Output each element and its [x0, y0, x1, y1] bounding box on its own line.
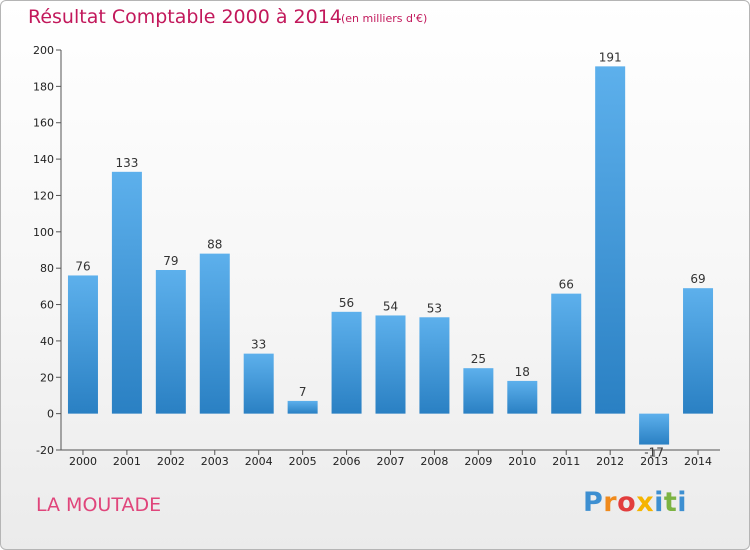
data-label: 7 [299, 385, 307, 399]
data-label: 33 [251, 338, 266, 352]
data-label: 53 [427, 301, 442, 315]
logo-letter: t [663, 487, 678, 518]
x-tick-label: 2013 [640, 455, 668, 468]
y-tick-label: 120 [33, 189, 54, 202]
x-tick-label: 2006 [333, 455, 361, 468]
y-tick-label: 100 [33, 226, 54, 239]
x-tick-label: 2011 [552, 455, 580, 468]
chart-title: Résultat Comptable 2000 à 2014 [28, 6, 342, 28]
logo-letter: o [617, 487, 637, 518]
bar [463, 368, 494, 414]
data-label: 69 [690, 272, 705, 286]
data-label: 56 [339, 296, 354, 310]
logo-letter: i [677, 487, 688, 518]
bar [331, 311, 362, 414]
bar [419, 317, 450, 414]
bar [375, 315, 406, 414]
data-label: 54 [383, 299, 398, 313]
y-tick-label: 180 [33, 80, 54, 93]
chart-subtitle: (en milliers d'€) [341, 12, 428, 25]
bar [551, 293, 582, 414]
x-tick-label: 2012 [596, 455, 624, 468]
x-tick-label: 2005 [289, 455, 317, 468]
logo-letter: P [583, 487, 604, 518]
proxiti-logo: Proxiti [583, 487, 687, 518]
data-label: 88 [207, 238, 222, 252]
x-tick-label: 2008 [420, 455, 448, 468]
data-label: -17 [644, 446, 664, 460]
x-tick-label: 2002 [157, 455, 185, 468]
x-tick-label: 2009 [464, 455, 492, 468]
y-tick-label: 200 [33, 44, 54, 57]
y-tick-label: -20 [36, 444, 54, 457]
x-tick-label: 2001 [113, 455, 141, 468]
x-tick-label: 2000 [69, 455, 97, 468]
y-tick-label: 140 [33, 153, 54, 166]
bar [595, 66, 626, 414]
bar [243, 353, 274, 414]
y-tick-label: 60 [40, 299, 54, 312]
logo-letter: r [603, 487, 618, 518]
bar [507, 380, 538, 414]
y-tick-label: 20 [40, 371, 54, 384]
bar [683, 288, 714, 414]
bar [155, 270, 186, 414]
bar [287, 400, 318, 414]
y-tick-label: 0 [47, 408, 54, 421]
bar [111, 171, 142, 414]
data-label: 66 [559, 278, 574, 292]
bar [67, 275, 98, 414]
logo-letter: i [654, 487, 664, 518]
data-label: 25 [471, 352, 486, 366]
x-tick-label: 2010 [508, 455, 536, 468]
y-tick-label: 80 [40, 262, 54, 275]
x-tick-label: 2003 [201, 455, 229, 468]
data-label: 79 [163, 254, 178, 268]
bar [639, 413, 670, 445]
bar [199, 253, 230, 414]
data-label: 18 [515, 365, 530, 379]
x-tick-label: 2007 [377, 455, 405, 468]
data-label: 191 [599, 50, 622, 64]
data-label: 76 [75, 259, 90, 273]
commune-name: LA MOUTADE [36, 494, 162, 516]
y-tick-label: 160 [33, 117, 54, 130]
x-tick-label: 2004 [245, 455, 273, 468]
data-label: 133 [115, 156, 138, 170]
logo-letter: x [636, 487, 655, 518]
x-tick-label: 2014 [684, 455, 712, 468]
y-tick-label: 40 [40, 335, 54, 348]
